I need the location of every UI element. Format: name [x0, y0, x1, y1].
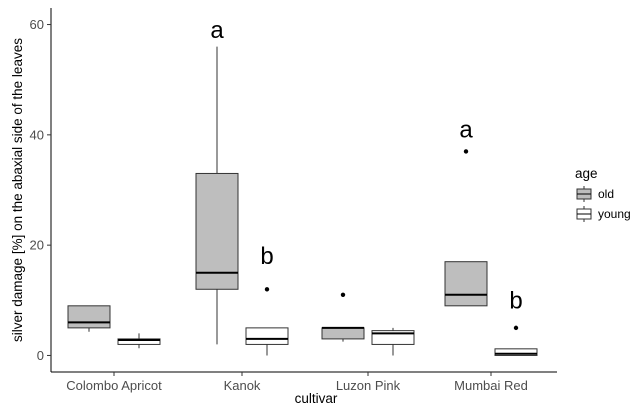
- significance-letter: a: [210, 17, 224, 44]
- y-tick-label: 0: [37, 348, 44, 363]
- box-young-3: [494, 325, 538, 356]
- y-axis-title: silver damage [%] on the abaxial side of…: [10, 38, 25, 342]
- significance-letter: b: [260, 243, 273, 270]
- x-axis-title: cultivar: [295, 391, 338, 406]
- labels: a b a b: [210, 17, 522, 314]
- box-body: [67, 305, 111, 329]
- legend-key-young: [576, 206, 592, 222]
- boxes: [67, 46, 538, 356]
- box-body: [494, 348, 538, 356]
- box-body: [444, 261, 488, 307]
- box-old-0: [67, 305, 111, 332]
- significance-letter: a: [459, 116, 473, 143]
- box-body: [321, 327, 365, 340]
- box-old-3: [444, 149, 488, 307]
- box-young-2: [371, 327, 415, 356]
- outlier-point: [264, 287, 270, 292]
- x-tick-label: Kanok: [224, 378, 261, 393]
- y-tick-label: 60: [30, 17, 44, 32]
- box-body: [117, 338, 161, 345]
- box-body: [245, 327, 289, 345]
- significance-letter: b: [509, 287, 522, 314]
- x-tick-label: Colombo Apricot: [66, 378, 162, 393]
- outlier-point: [340, 292, 346, 297]
- legend-title: age: [575, 166, 598, 181]
- box-body: [195, 172, 239, 290]
- box-old-1: [195, 46, 239, 345]
- legend-label: old: [598, 187, 614, 201]
- box-old-2: [321, 292, 365, 342]
- box-young-0: [117, 333, 161, 349]
- box-young-1: [245, 287, 289, 356]
- outlier-point: [513, 325, 519, 331]
- legend-key-old: [576, 186, 592, 202]
- axes: 0 20 40 60 Colombo Apricot Kanok Luzon Pink Mum…: [10, 8, 557, 406]
- y-tick-label: 20: [30, 238, 44, 253]
- legend-label: young: [598, 207, 631, 221]
- y-tick-label: 40: [30, 127, 44, 142]
- x-tick-label: Luzon Pink: [336, 378, 401, 393]
- x-tick-label: Mumbai Red: [454, 378, 528, 393]
- outlier-point: [463, 149, 469, 154]
